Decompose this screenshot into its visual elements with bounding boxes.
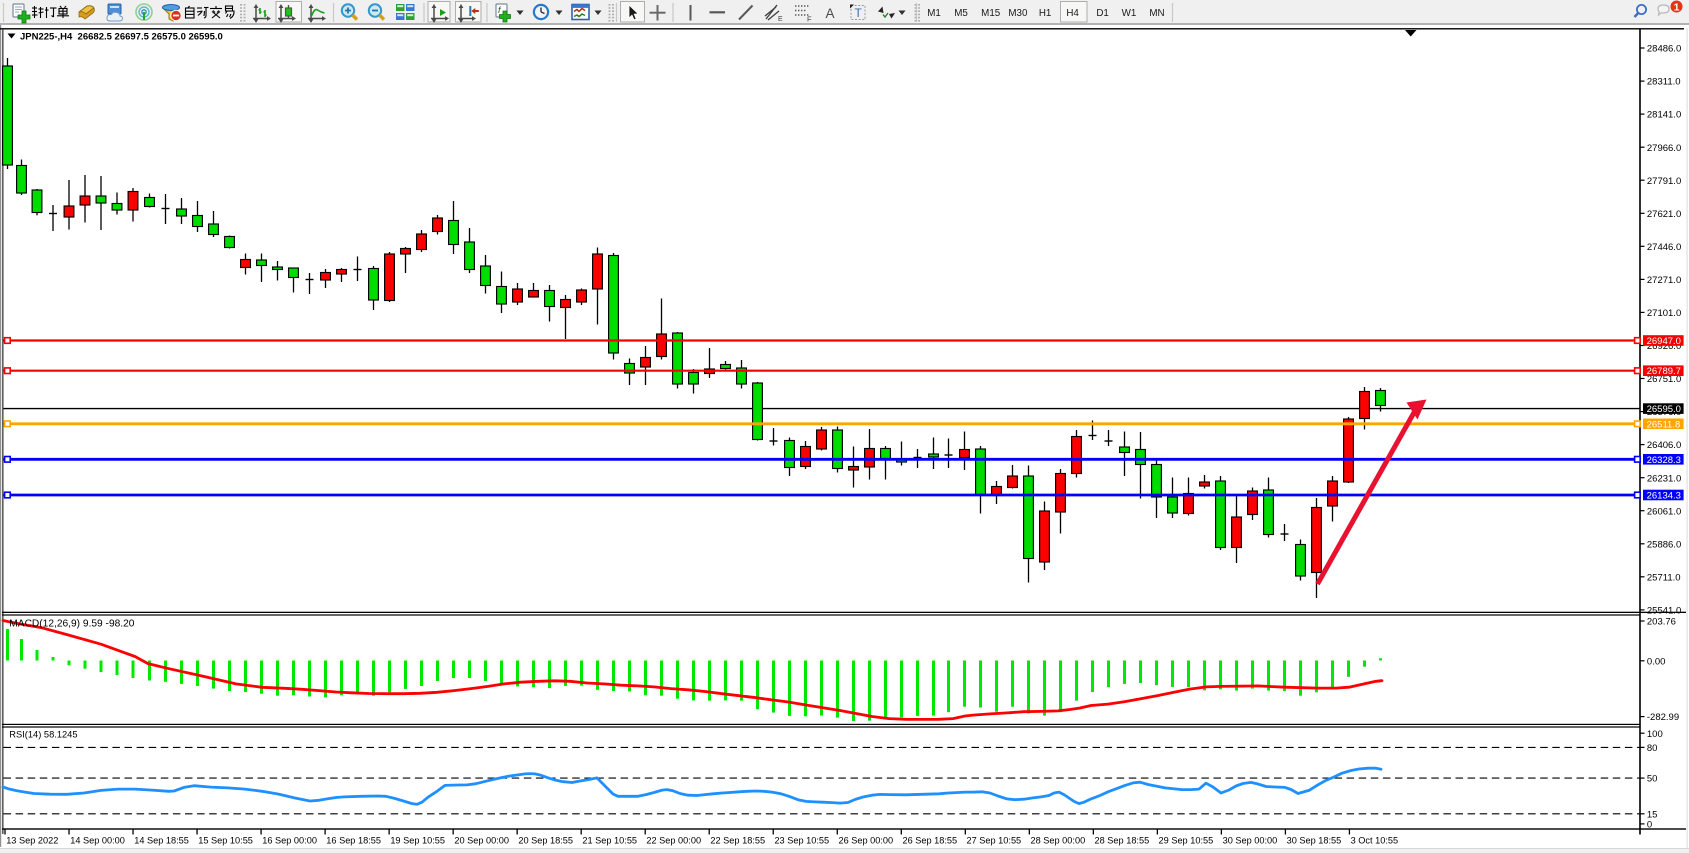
svg-text:15 Sep 10:55: 15 Sep 10:55 bbox=[198, 836, 253, 846]
svg-text:JPN225-,H4 26682.5 26697.5 26: JPN225-,H4 26682.5 26697.5 26575.0 26595… bbox=[20, 31, 223, 42]
svg-text:26789.7: 26789.7 bbox=[1647, 366, 1681, 377]
svg-text:27446.0: 27446.0 bbox=[1647, 242, 1681, 253]
svg-text:23 Sep 10:55: 23 Sep 10:55 bbox=[774, 836, 829, 846]
svg-text:RSI(14) 58.1245: RSI(14) 58.1245 bbox=[9, 729, 77, 739]
svg-text:25886.0: 25886.0 bbox=[1647, 539, 1681, 550]
svg-text:1: 1 bbox=[1674, 2, 1680, 14]
svg-text:3 Oct 10:55: 3 Oct 10:55 bbox=[1351, 836, 1399, 846]
svg-text:26926.0: 26926.0 bbox=[1647, 341, 1681, 352]
svg-text:20 Sep 18:55: 20 Sep 18:55 bbox=[518, 836, 573, 846]
svg-text:28 Sep 00:00: 28 Sep 00:00 bbox=[1031, 836, 1086, 846]
svg-text:27271.0: 27271.0 bbox=[1647, 275, 1681, 286]
svg-text:13 Sep 2022: 13 Sep 2022 bbox=[6, 836, 58, 846]
svg-text:50: 50 bbox=[1647, 774, 1658, 785]
svg-text:0: 0 bbox=[1647, 820, 1652, 831]
svg-text:25541.0: 25541.0 bbox=[1647, 606, 1681, 617]
svg-text:W1: W1 bbox=[1122, 8, 1137, 19]
svg-text:M15: M15 bbox=[981, 8, 1001, 19]
svg-text:0.00: 0.00 bbox=[1647, 656, 1666, 667]
svg-text:E: E bbox=[778, 16, 783, 23]
svg-text:22 Sep 18:55: 22 Sep 18:55 bbox=[710, 836, 765, 846]
svg-text:22 Sep 00:00: 22 Sep 00:00 bbox=[646, 836, 701, 846]
svg-text:19 Sep 10:55: 19 Sep 10:55 bbox=[390, 836, 445, 846]
svg-text:16 Sep 00:00: 16 Sep 00:00 bbox=[262, 836, 317, 846]
svg-text:14 Sep 00:00: 14 Sep 00:00 bbox=[70, 836, 125, 846]
svg-text:26406.0: 26406.0 bbox=[1647, 440, 1681, 451]
svg-text:T: T bbox=[855, 6, 863, 20]
svg-text:27966.0: 27966.0 bbox=[1647, 143, 1681, 154]
svg-text:203.76: 203.76 bbox=[1647, 617, 1676, 628]
svg-text:28311.0: 28311.0 bbox=[1647, 77, 1681, 88]
svg-text:MACD(12,26,9) 9.59 -98.20: MACD(12,26,9) 9.59 -98.20 bbox=[9, 618, 134, 629]
svg-text:MN: MN bbox=[1149, 8, 1164, 19]
svg-text:H4: H4 bbox=[1066, 8, 1079, 19]
svg-text:30 Sep 00:00: 30 Sep 00:00 bbox=[1223, 836, 1278, 846]
svg-text:M5: M5 bbox=[954, 8, 968, 19]
svg-text:26 Sep 00:00: 26 Sep 00:00 bbox=[838, 836, 893, 846]
svg-text:26595.0: 26595.0 bbox=[1647, 404, 1681, 415]
svg-text:f: f bbox=[498, 5, 502, 15]
svg-text:26134.3: 26134.3 bbox=[1647, 491, 1681, 502]
svg-text:14 Sep 18:55: 14 Sep 18:55 bbox=[134, 836, 189, 846]
svg-text:20 Sep 00:00: 20 Sep 00:00 bbox=[454, 836, 509, 846]
svg-text:25711.0: 25711.0 bbox=[1647, 572, 1681, 583]
svg-text:26231.0: 26231.0 bbox=[1647, 473, 1681, 484]
svg-text:15: 15 bbox=[1647, 809, 1658, 820]
svg-text:27 Sep 10:55: 27 Sep 10:55 bbox=[967, 836, 1022, 846]
svg-text:27621.0: 27621.0 bbox=[1647, 209, 1681, 220]
svg-text:26751.0: 26751.0 bbox=[1647, 374, 1681, 385]
svg-text:M30: M30 bbox=[1008, 8, 1028, 19]
svg-text:26061.0: 26061.0 bbox=[1647, 506, 1681, 517]
svg-text:30 Sep 18:55: 30 Sep 18:55 bbox=[1287, 836, 1342, 846]
svg-text:M1: M1 bbox=[927, 8, 941, 19]
svg-text:F: F bbox=[807, 15, 812, 24]
svg-text:H1: H1 bbox=[1039, 8, 1052, 19]
svg-text:80: 80 bbox=[1647, 743, 1658, 754]
svg-text:26328.3: 26328.3 bbox=[1647, 455, 1681, 466]
svg-text:D1: D1 bbox=[1096, 8, 1109, 19]
svg-text:27791.0: 27791.0 bbox=[1647, 176, 1681, 187]
svg-text:28486.0: 28486.0 bbox=[1647, 44, 1681, 55]
svg-text:26 Sep 18:55: 26 Sep 18:55 bbox=[902, 836, 957, 846]
svg-text:26947.0: 26947.0 bbox=[1647, 336, 1681, 347]
svg-text:28 Sep 18:55: 28 Sep 18:55 bbox=[1095, 836, 1150, 846]
svg-text:-282.99: -282.99 bbox=[1647, 712, 1679, 723]
svg-text:16 Sep 18:55: 16 Sep 18:55 bbox=[326, 836, 381, 846]
svg-text:28141.0: 28141.0 bbox=[1647, 110, 1681, 121]
svg-text:A: A bbox=[826, 6, 835, 21]
svg-text:29 Sep 10:55: 29 Sep 10:55 bbox=[1159, 836, 1214, 846]
svg-text:27101.0: 27101.0 bbox=[1647, 308, 1681, 319]
svg-text:21 Sep 10:55: 21 Sep 10:55 bbox=[582, 836, 637, 846]
svg-text:100: 100 bbox=[1647, 729, 1663, 740]
svg-text:26511.8: 26511.8 bbox=[1647, 419, 1681, 430]
